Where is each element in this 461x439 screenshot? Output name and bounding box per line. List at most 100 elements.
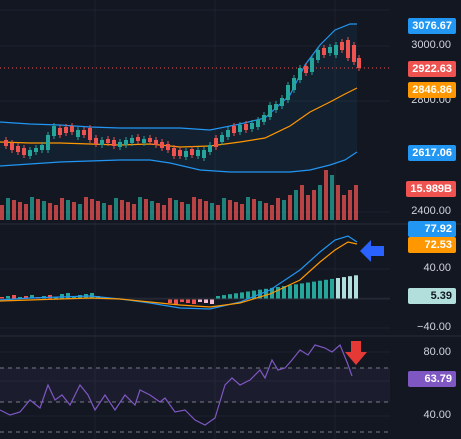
macd-hist-bar bbox=[342, 277, 346, 299]
rsi-axis-40: 40.00 bbox=[423, 409, 451, 421]
candle-body bbox=[154, 140, 158, 145]
volume-bar bbox=[156, 203, 160, 220]
volume-bar bbox=[72, 202, 76, 220]
candle-body bbox=[346, 40, 350, 58]
candle-body bbox=[190, 149, 194, 155]
macd-hist-bar bbox=[294, 284, 298, 299]
macd-hist-bar bbox=[306, 282, 310, 299]
macd-hist-bar bbox=[30, 295, 34, 299]
candle-body bbox=[196, 150, 200, 156]
macd-hist-bar bbox=[78, 295, 82, 299]
candle-body bbox=[166, 144, 170, 150]
candle-body bbox=[142, 139, 146, 143]
price-axis-2400: 2400.00 bbox=[411, 205, 451, 217]
signal-value-tag: 72.53 bbox=[408, 237, 456, 253]
macd-hist-bar bbox=[300, 283, 304, 299]
candle-body bbox=[172, 148, 176, 156]
candle-body bbox=[34, 148, 38, 152]
macd-line bbox=[0, 235, 358, 310]
volume-bar bbox=[132, 204, 136, 220]
candle-body bbox=[184, 151, 188, 157]
volume-bar bbox=[276, 198, 280, 220]
macd-hist-bar bbox=[18, 297, 22, 299]
price-axis-3000: 3000.00 bbox=[411, 39, 451, 51]
candle-body bbox=[357, 58, 361, 68]
volume-bar bbox=[42, 201, 46, 220]
macd-axis-40: 40.00 bbox=[423, 262, 451, 274]
candle-body bbox=[112, 140, 116, 146]
candle-body bbox=[328, 47, 332, 53]
macd-hist-bar bbox=[318, 280, 322, 299]
macd-signal-line bbox=[0, 241, 358, 308]
candle-body bbox=[40, 145, 44, 150]
candle-body bbox=[322, 48, 326, 55]
volume-bar bbox=[216, 205, 220, 220]
macd-hist-bar bbox=[276, 287, 280, 299]
candle-body bbox=[94, 138, 98, 144]
volume-bar bbox=[198, 199, 202, 220]
volume-bar bbox=[90, 199, 94, 220]
macd-hist-tag: 5.39 bbox=[408, 288, 456, 304]
candle-body bbox=[22, 148, 26, 155]
candle-body bbox=[220, 135, 224, 142]
volume-bar bbox=[288, 195, 292, 220]
volume-bar bbox=[24, 204, 28, 220]
candle-body bbox=[202, 150, 206, 158]
volume-bar bbox=[282, 200, 286, 220]
candle-body bbox=[76, 130, 80, 137]
volume-bar bbox=[144, 199, 148, 220]
macd-hist-bar bbox=[72, 296, 76, 299]
candle-body bbox=[250, 123, 254, 129]
ma-tag: 2846.86 bbox=[408, 82, 456, 98]
macd-hist-bar bbox=[216, 296, 220, 299]
volume-bar bbox=[330, 175, 334, 220]
candle-body bbox=[124, 140, 128, 145]
volume-bar bbox=[222, 198, 226, 220]
volume-bar bbox=[234, 202, 238, 220]
volume-bar bbox=[192, 197, 196, 220]
candle-body bbox=[4, 140, 8, 146]
candle-body bbox=[148, 138, 152, 142]
volume-bar bbox=[270, 205, 274, 220]
macd-hist-bar bbox=[336, 278, 340, 299]
bollinger-lower-line bbox=[0, 151, 358, 173]
candle-body bbox=[304, 66, 308, 73]
macd-hist-bar bbox=[0, 297, 4, 299]
volume-bar bbox=[150, 201, 154, 220]
volume-bar bbox=[114, 198, 118, 220]
bollinger-upper-line bbox=[0, 23, 357, 131]
volume-bar bbox=[18, 202, 22, 220]
macd-hist-bar bbox=[174, 299, 178, 304]
volume-bar bbox=[126, 202, 130, 220]
volume-bar bbox=[30, 197, 34, 220]
volume-bar bbox=[162, 205, 166, 220]
last-price-tag: 2922.63 bbox=[408, 61, 456, 77]
volume-bar bbox=[48, 203, 52, 220]
candle-body bbox=[298, 68, 302, 80]
volume-bar bbox=[36, 199, 40, 220]
macd-hist-bar bbox=[324, 279, 328, 299]
candle-body bbox=[352, 45, 356, 62]
volume-bar bbox=[258, 201, 262, 220]
macd-hist-bar bbox=[228, 294, 232, 299]
macd-hist-bar bbox=[12, 295, 16, 299]
candle-body bbox=[262, 115, 266, 122]
candle-body bbox=[238, 125, 242, 132]
candle-body bbox=[28, 150, 32, 156]
volume-tag: 15.989B bbox=[406, 181, 456, 197]
candle-body bbox=[280, 98, 284, 106]
volume-bar bbox=[342, 195, 346, 220]
rsi-line bbox=[0, 343, 353, 426]
arrow-down-icon bbox=[345, 341, 367, 370]
candle-body bbox=[130, 138, 134, 143]
volume-bar bbox=[66, 200, 70, 220]
volume-bar bbox=[300, 185, 304, 220]
candle-body bbox=[88, 128, 92, 140]
volume-bar bbox=[120, 200, 124, 220]
volume-bar bbox=[60, 198, 64, 220]
volume-bar bbox=[294, 190, 298, 220]
macd-hist-bar bbox=[330, 278, 334, 299]
macd-hist-bar bbox=[204, 299, 208, 303]
candle-body bbox=[100, 140, 104, 145]
